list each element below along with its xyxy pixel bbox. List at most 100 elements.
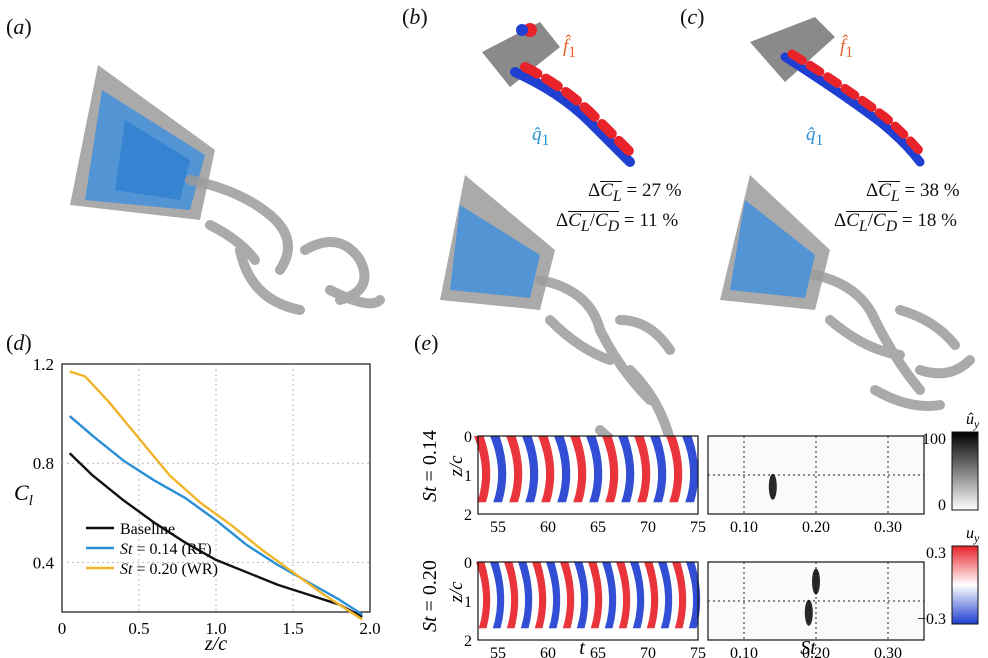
colorbar-bottom xyxy=(951,545,979,625)
mode-structures xyxy=(510,62,637,167)
st-tick: 0.30 xyxy=(874,645,902,658)
spacetime-band xyxy=(538,436,555,503)
t-axis-label: t xyxy=(579,637,585,658)
y-tick-labels: 0.4 0.8 1.2 xyxy=(33,355,55,572)
st-tick-labels: 0.10 0.20 0.30 0.10 0.20 0.30 xyxy=(730,519,902,658)
colorbar-bottom-min: −0.3 xyxy=(917,611,946,628)
spacetime-band xyxy=(490,562,505,629)
series-line-0 xyxy=(68,452,363,619)
series-line-1 xyxy=(68,415,363,616)
spacetime-band xyxy=(554,436,571,503)
spectrum-plot-st014 xyxy=(707,435,925,515)
zc-label-bottom: z/c xyxy=(446,581,467,604)
x-tick-label: 0 xyxy=(58,619,67,638)
spacetime-band xyxy=(504,562,519,629)
colorbar-top-max: 100 xyxy=(922,431,946,448)
vortex-tubes xyxy=(185,175,385,315)
x-axis-label: z/c xyxy=(204,633,227,655)
spacetime-band xyxy=(616,562,631,629)
spectrum-plot-st020 xyxy=(707,561,925,641)
colorbar-bottom-label: uy xyxy=(966,525,980,545)
cl-chart: 0 0.5 1.0 1.5 2.0 0.4 0.8 1.2 z/c Cl Baseline S… xyxy=(14,355,381,655)
series-line-2 xyxy=(69,370,363,621)
spacetime-band xyxy=(574,562,589,629)
c-delta-clcd: ΔCL/CD = 18 % xyxy=(834,210,957,235)
e-y-tick: 1 xyxy=(464,594,472,611)
row-label-st014: St = 0.14 xyxy=(419,430,441,502)
spacetime-band xyxy=(588,562,603,629)
t-tick: 75 xyxy=(690,519,706,536)
panel-label-a: (a) xyxy=(6,14,32,39)
t-tick: 65 xyxy=(590,519,606,536)
t-tick: 70 xyxy=(640,519,656,536)
row-label-st020: St = 0.20 xyxy=(419,560,441,632)
t-tick: 75 xyxy=(690,645,706,658)
legend-label: St = 0.20 (WR) xyxy=(120,561,218,578)
c-delta-cl: ΔCL = 38 % xyxy=(866,180,960,205)
spacetime-band xyxy=(570,436,587,503)
e-y-tick: 2 xyxy=(464,633,472,650)
chart-series xyxy=(68,370,363,621)
t-tick-labels: 55 60 65 70 75 55 60 65 70 75 xyxy=(490,519,706,658)
mode-label-f1-b: f̂1 xyxy=(563,36,577,61)
e-y-tick: 0 xyxy=(464,555,472,572)
spectrum-peak xyxy=(768,473,777,500)
x-tick-label: 1.5 xyxy=(282,619,303,638)
spectrum-peak xyxy=(812,568,820,595)
spacetime-band xyxy=(490,436,507,503)
x-tick-label: 2.0 xyxy=(359,619,380,638)
panel-e-plots: St = 0.14 St = 0.20 z/c z/c 0 1 2 0 1 2 55 60 6… xyxy=(419,411,980,658)
spacetime-band xyxy=(474,436,491,503)
t-tick: 60 xyxy=(540,645,556,658)
st-tick: 0.20 xyxy=(802,519,830,536)
panel-label-e: (e) xyxy=(414,330,439,355)
colorbar-top-label: ûy xyxy=(966,411,980,431)
spacetime-band xyxy=(602,562,617,629)
spacetime-band xyxy=(672,562,687,629)
spacetime-band xyxy=(686,562,701,629)
spacetime-band xyxy=(586,436,603,503)
t-tick: 55 xyxy=(490,519,506,536)
x-tick-labels: 0 0.5 1.0 1.5 2.0 xyxy=(58,619,381,638)
colorbar-bottom-max: 0.3 xyxy=(926,545,946,562)
panel-label-b: (b) xyxy=(402,4,428,29)
wing-surface xyxy=(70,65,215,220)
st-tick: 0.30 xyxy=(874,519,902,536)
mode-label-q1-b: q̂1 xyxy=(532,124,550,149)
spacetime-frame xyxy=(477,561,699,641)
mode-label-f1-c: f̂1 xyxy=(840,36,854,61)
spectrum-peak xyxy=(804,599,813,626)
x-tick-label: 1.0 xyxy=(205,619,226,638)
spacetime-band xyxy=(546,562,561,629)
panel-label-c: (c) xyxy=(680,4,705,29)
y-tick-label: 1.2 xyxy=(33,355,54,374)
spacetime-band xyxy=(618,436,635,503)
panel-c-render xyxy=(720,175,975,411)
panel-b-render xyxy=(440,175,675,458)
legend-label: St = 0.14 (RF) xyxy=(120,541,212,558)
y-tick-label: 0.8 xyxy=(33,454,54,473)
spacetime-fade xyxy=(478,629,698,640)
e-y-tick: 2 xyxy=(464,507,472,524)
spacetime-band xyxy=(658,562,673,629)
panel-label-d: (d) xyxy=(6,330,32,355)
t-tick: 65 xyxy=(590,645,606,658)
colorbar-top xyxy=(951,431,979,511)
spacetime-band xyxy=(644,562,659,629)
chart-legend: Baseline St = 0.14 (RF) St = 0.20 (WR) xyxy=(86,521,218,578)
spacetime-band xyxy=(602,436,619,503)
spacetime-band xyxy=(630,562,645,629)
spacetime-band xyxy=(634,436,651,503)
st-axis-label: St xyxy=(800,637,816,658)
chart-grid xyxy=(62,364,370,612)
spacetime-band xyxy=(532,562,547,629)
st-tick: 0.20 xyxy=(802,645,830,658)
colorbar-top-min: 0 xyxy=(938,497,946,514)
spacetime-band xyxy=(560,562,575,629)
spacetime-band xyxy=(682,436,699,503)
panel-a-render xyxy=(70,65,385,315)
spacetime-band xyxy=(518,562,533,629)
panel-b-modes xyxy=(482,22,637,167)
t-tick: 55 xyxy=(490,645,506,658)
legend-label: Baseline xyxy=(120,521,175,538)
